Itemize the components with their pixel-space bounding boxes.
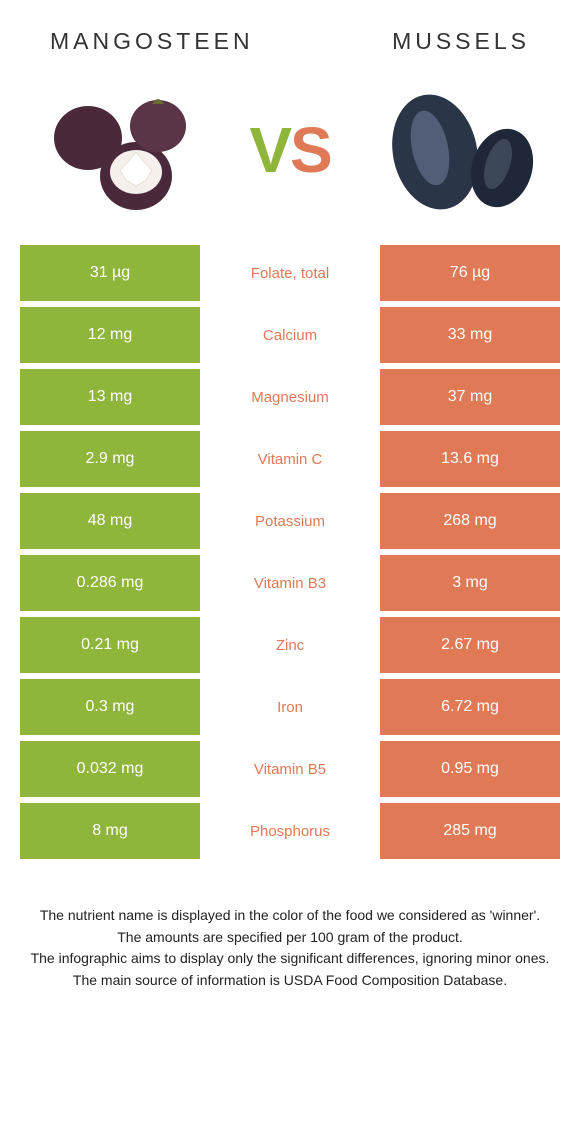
nutrient-name-cell: Magnesium <box>200 369 380 425</box>
nutrient-name-cell: Iron <box>200 679 380 735</box>
mussels-image <box>380 80 540 220</box>
right-value-cell: 13.6 mg <box>380 431 560 487</box>
mangosteen-image <box>40 80 200 220</box>
footnote-line: The infographic aims to display only the… <box>30 948 550 970</box>
vs-v-letter: V <box>249 114 290 186</box>
left-value-cell: 0.3 mg <box>20 679 200 735</box>
footnote-line: The main source of information is USDA F… <box>30 970 550 992</box>
nutrient-name-cell: Vitamin B3 <box>200 555 380 611</box>
table-row: 48 mgPotassium268 mg <box>20 493 560 549</box>
right-value-cell: 3 mg <box>380 555 560 611</box>
right-value-cell: 0.95 mg <box>380 741 560 797</box>
right-value-cell: 33 mg <box>380 307 560 363</box>
nutrient-name-cell: Calcium <box>200 307 380 363</box>
left-value-cell: 0.032 mg <box>20 741 200 797</box>
header: Mangosteen Mussels <box>0 0 580 65</box>
right-value-cell: 6.72 mg <box>380 679 560 735</box>
table-row: 8 mgPhosphorus285 mg <box>20 803 560 859</box>
vs-s-letter: S <box>290 114 331 186</box>
left-value-cell: 31 µg <box>20 245 200 301</box>
table-row: 2.9 mgVitamin C13.6 mg <box>20 431 560 487</box>
left-value-cell: 13 mg <box>20 369 200 425</box>
table-row: 31 µgFolate, total76 µg <box>20 245 560 301</box>
nutrient-name-cell: Phosphorus <box>200 803 380 859</box>
table-row: 12 mgCalcium33 mg <box>20 307 560 363</box>
table-row: 0.3 mgIron6.72 mg <box>20 679 560 735</box>
left-value-cell: 0.21 mg <box>20 617 200 673</box>
nutrient-name-cell: Potassium <box>200 493 380 549</box>
nutrient-name-cell: Folate, total <box>200 245 380 301</box>
left-value-cell: 12 mg <box>20 307 200 363</box>
nutrient-name-cell: Vitamin B5 <box>200 741 380 797</box>
right-value-cell: 2.67 mg <box>380 617 560 673</box>
left-value-cell: 48 mg <box>20 493 200 549</box>
footnotes: The nutrient name is displayed in the co… <box>0 865 580 992</box>
left-value-cell: 2.9 mg <box>20 431 200 487</box>
footnote-line: The amounts are specified per 100 gram o… <box>30 927 550 949</box>
right-food-title: Mussels <box>392 28 530 55</box>
table-row: 0.286 mgVitamin B33 mg <box>20 555 560 611</box>
right-value-cell: 285 mg <box>380 803 560 859</box>
left-value-cell: 8 mg <box>20 803 200 859</box>
right-value-cell: 37 mg <box>380 369 560 425</box>
table-row: 13 mgMagnesium37 mg <box>20 369 560 425</box>
table-row: 0.21 mgZinc2.67 mg <box>20 617 560 673</box>
right-value-cell: 76 µg <box>380 245 560 301</box>
images-row: VS <box>0 65 580 245</box>
nutrient-name-cell: Zinc <box>200 617 380 673</box>
right-value-cell: 268 mg <box>380 493 560 549</box>
footnote-line: The nutrient name is displayed in the co… <box>30 905 550 927</box>
nutrient-name-cell: Vitamin C <box>200 431 380 487</box>
left-value-cell: 0.286 mg <box>20 555 200 611</box>
table-row: 0.032 mgVitamin B50.95 mg <box>20 741 560 797</box>
left-food-title: Mangosteen <box>50 28 254 55</box>
vs-badge: VS <box>249 113 330 187</box>
nutrient-table: 31 µgFolate, total76 µg 12 mgCalcium33 mg… <box>20 245 560 859</box>
